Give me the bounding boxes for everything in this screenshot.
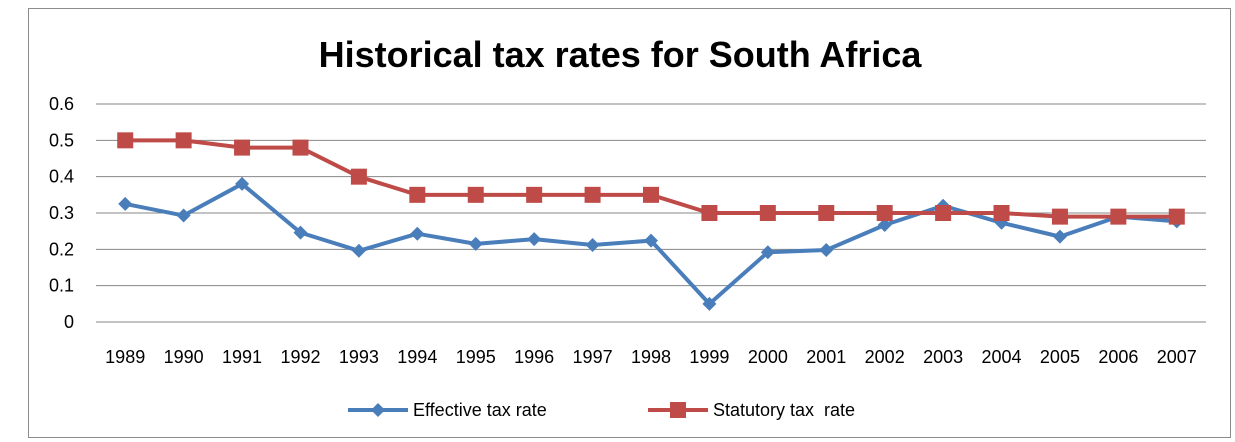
- data-point-square: [935, 205, 952, 221]
- data-point-square: [350, 168, 367, 185]
- legend: Effective tax rate Statutory tax rate: [348, 400, 855, 420]
- data-point-square: [526, 186, 543, 203]
- legend-marker-square: [670, 402, 686, 418]
- data-point-square: [234, 139, 251, 156]
- x-tick-label: 1995: [456, 347, 496, 367]
- y-tick-label: 0.6: [49, 94, 74, 114]
- data-point-diamond: [819, 243, 834, 258]
- x-tick-label: 2001: [806, 347, 846, 367]
- x-tick-label: 1990: [164, 347, 204, 367]
- data-point-diamond: [1052, 229, 1067, 244]
- y-tick-label: 0.1: [49, 276, 74, 296]
- data-point-square: [467, 186, 484, 203]
- data-point-square: [876, 205, 893, 221]
- data-point-diamond: [760, 245, 775, 260]
- data-point-square: [292, 139, 309, 156]
- x-tick-label: 1994: [397, 347, 437, 367]
- y-tick-label: 0.4: [49, 167, 74, 187]
- y-tick-label: 0.5: [49, 130, 74, 150]
- legend-label: Effective tax rate: [413, 400, 547, 420]
- series-statutory-tax-rate: [117, 132, 1185, 225]
- legend-item: Statutory tax rate: [648, 400, 855, 420]
- data-point-square: [584, 186, 601, 203]
- x-tick-label: 2002: [865, 347, 905, 367]
- y-tick-label: 0.2: [49, 239, 74, 259]
- data-point-diamond: [351, 243, 366, 258]
- chart-title: Historical tax rates for South Africa: [319, 34, 923, 75]
- data-point-square: [818, 205, 835, 221]
- data-point-square: [759, 205, 776, 221]
- legend-marker-diamond: [371, 403, 385, 417]
- x-tick-label: 1997: [573, 347, 613, 367]
- y-tick-label: 0: [64, 312, 74, 332]
- series-group: [117, 132, 1185, 311]
- x-tick-label: 1989: [105, 347, 145, 367]
- x-tick-label: 2004: [982, 347, 1022, 367]
- data-point-diamond: [877, 217, 892, 232]
- x-tick-label: 2003: [923, 347, 963, 367]
- x-tick-label: 2005: [1040, 347, 1080, 367]
- chart-frame: [28, 8, 1231, 438]
- data-point-square: [1051, 208, 1068, 225]
- legend-item: Effective tax rate: [348, 400, 547, 420]
- x-tick-label: 1999: [689, 347, 729, 367]
- data-point-square: [993, 205, 1010, 221]
- data-point-diamond: [702, 296, 717, 311]
- x-tick-label: 1993: [339, 347, 379, 367]
- data-point-diamond: [527, 232, 542, 247]
- data-point-diamond: [118, 196, 133, 211]
- data-point-diamond: [176, 208, 191, 223]
- data-point-square: [701, 205, 718, 221]
- x-tick-label: 1992: [280, 347, 320, 367]
- y-tick-label: 0.3: [49, 203, 74, 223]
- legend-label: Statutory tax rate: [713, 400, 855, 420]
- data-point-square: [175, 132, 192, 149]
- data-point-diamond: [468, 236, 483, 251]
- x-tick-label: 1998: [631, 347, 671, 367]
- x-tick-label: 1991: [222, 347, 262, 367]
- data-point-square: [1110, 208, 1127, 225]
- data-point-diamond: [644, 233, 658, 248]
- data-point-square: [117, 132, 134, 149]
- data-point-diamond: [293, 225, 308, 240]
- data-point-diamond: [585, 237, 600, 252]
- series-line: [125, 138, 1177, 219]
- data-point-diamond: [410, 226, 425, 241]
- gridlines: [96, 103, 1206, 323]
- x-tick-label: 2006: [1098, 347, 1138, 367]
- data-point-square: [643, 186, 659, 203]
- x-tick-label: 1996: [514, 347, 554, 367]
- x-axis: 1989 1990 1991 1992 1993 1994 1995 1996 1997 1998…: [105, 347, 1197, 367]
- x-tick-label: 2007: [1157, 347, 1197, 367]
- data-point-square: [1168, 208, 1185, 225]
- data-point-diamond: [235, 176, 250, 191]
- y-axis: 0 0.1 0.2 0.3 0.4 0.5 0.6: [49, 94, 74, 332]
- x-tick-label: 2000: [748, 347, 788, 367]
- data-point-square: [409, 186, 426, 203]
